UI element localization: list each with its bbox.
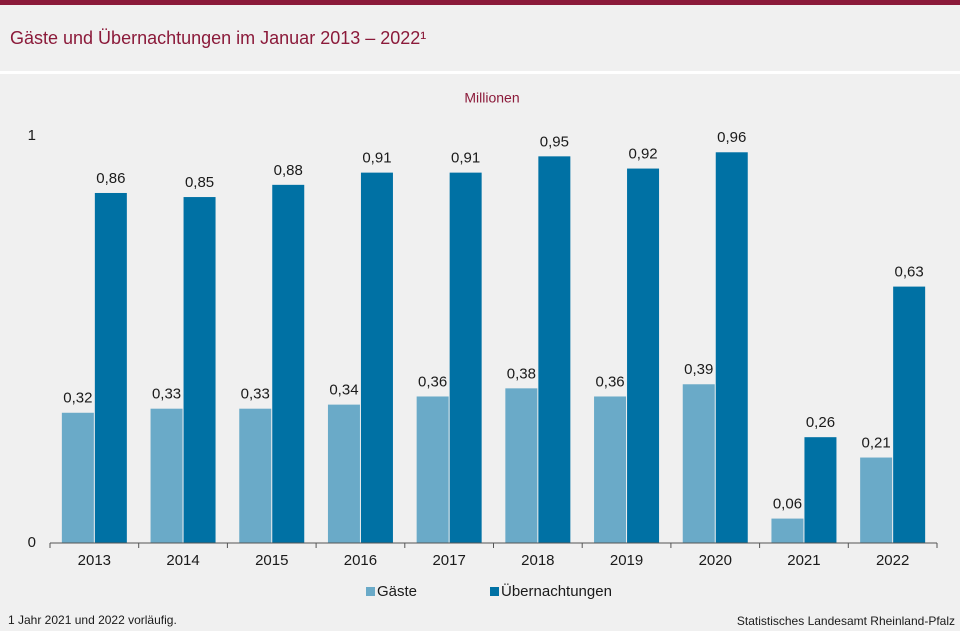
x-tick-label: 2018: [521, 552, 554, 569]
bar: [94, 192, 127, 544]
footnote: 1 Jahr 2021 und 2022 vorläufig.: [8, 613, 177, 627]
value-label: 0,36: [595, 373, 624, 390]
value-label: 0,36: [418, 373, 447, 390]
bar: [272, 184, 305, 543]
value-label: 0,91: [451, 150, 480, 167]
value-label: 0,21: [862, 434, 891, 451]
bar: [682, 384, 715, 543]
bar: [804, 437, 837, 543]
bar: [416, 396, 449, 543]
bar: [449, 172, 482, 543]
bar: [150, 408, 183, 543]
value-label: 0,91: [362, 150, 391, 167]
x-tick-label: 2021: [787, 552, 820, 569]
bar: [239, 408, 272, 543]
bar: [360, 172, 393, 543]
value-label: 0,33: [241, 386, 270, 403]
bar: [860, 457, 893, 543]
value-label: 0,32: [63, 390, 92, 407]
x-tick-label: 2020: [699, 552, 732, 569]
bar: [327, 404, 360, 543]
value-label: 0,38: [507, 365, 536, 382]
unit-label: Millionen: [464, 90, 519, 106]
value-label: 0,34: [329, 382, 358, 399]
x-tick-label: 2017: [432, 552, 465, 569]
value-label: 0,26: [806, 414, 835, 431]
y-tick-label: 1: [28, 127, 36, 144]
value-label: 0,95: [540, 133, 569, 150]
x-tick-label: 2015: [255, 552, 288, 569]
bar: [183, 197, 216, 544]
value-label: 0,85: [185, 174, 214, 191]
top-bar: [0, 0, 960, 5]
bar: [893, 286, 926, 543]
separator: [0, 71, 960, 74]
bar: [627, 168, 660, 543]
bar: [538, 156, 571, 543]
value-label: 0,39: [684, 361, 713, 378]
bar: [715, 152, 748, 543]
bar: [771, 518, 804, 543]
bar: [61, 412, 94, 543]
value-label: 0,92: [628, 146, 657, 163]
value-label: 0,88: [274, 162, 303, 179]
value-label: 0,06: [773, 496, 802, 513]
source: Statistisches Landesamt Rheinland-Pfalz: [737, 614, 955, 628]
y-tick-label: 0: [28, 534, 36, 551]
bar: [505, 388, 538, 543]
legend-swatch: [366, 587, 375, 596]
x-tick-label: 2013: [78, 552, 111, 569]
value-label: 0,86: [96, 170, 125, 187]
x-tick-label: 2016: [344, 552, 377, 569]
value-label: 0,96: [717, 129, 746, 146]
legend-label: Übernachtungen: [501, 582, 612, 600]
value-label: 0,33: [152, 386, 181, 403]
x-tick-label: 2019: [610, 552, 643, 569]
x-tick-label: 2022: [876, 552, 909, 569]
legend-swatch: [490, 587, 499, 596]
chart-title: Gäste und Übernachtungen im Januar 2013 …: [10, 28, 426, 48]
legend-label: Gäste: [377, 583, 417, 600]
x-tick-label: 2014: [166, 552, 199, 569]
bar: [594, 396, 627, 543]
value-label: 0,63: [895, 264, 924, 281]
